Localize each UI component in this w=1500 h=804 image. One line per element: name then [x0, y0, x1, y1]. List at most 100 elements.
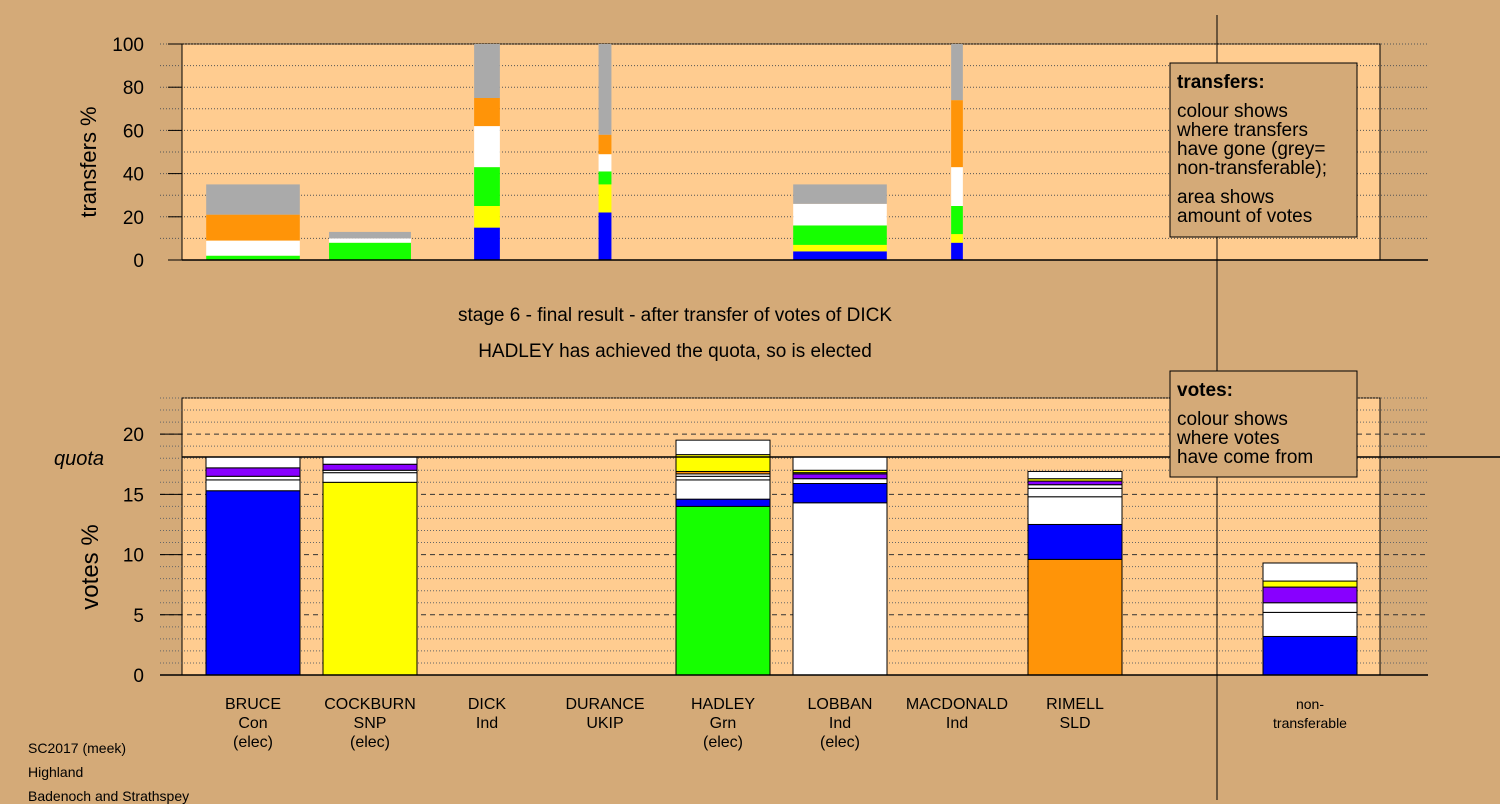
- vote-segment: [675, 505, 771, 676]
- candidate-name: HADLEY: [691, 696, 755, 713]
- vote-segment: [675, 498, 771, 507]
- candidate-party: Grn: [710, 715, 737, 732]
- y-tick-label: 20: [123, 208, 144, 229]
- quota-label: quota: [54, 448, 104, 470]
- y-tick-label: 80: [123, 78, 144, 99]
- y-tick-label: 5: [133, 606, 144, 627]
- transfer-segment: [206, 214, 300, 241]
- transfers-y-axis-label: transfers %: [76, 106, 101, 217]
- transfer-segment: [951, 100, 963, 168]
- vote-segment: [1027, 480, 1123, 486]
- transfer-segment: [206, 255, 300, 260]
- transfer-segment: [951, 242, 963, 260]
- vote-segment: [322, 472, 418, 483]
- candidate-labels: BRUCE Con (elec) COCKBURN SNP (elec) DICK Ind DU…: [225, 696, 1347, 751]
- vote-segment: [675, 439, 771, 456]
- y-tick-label: 15: [123, 485, 144, 506]
- transfer-segment: [793, 225, 887, 245]
- candidate-party: Ind: [829, 715, 851, 732]
- transfer-segment: [598, 154, 612, 172]
- vote-segment: [1262, 586, 1358, 604]
- transfer-segment: [474, 206, 500, 228]
- vote-segment: [1262, 611, 1358, 637]
- vote-segment: [1027, 484, 1123, 489]
- vote-segment: [205, 475, 301, 481]
- transfer-segment: [598, 44, 612, 135]
- votes-legend-line: colour shows: [1177, 409, 1288, 430]
- vote-segment: [1262, 602, 1358, 613]
- transfers-legend-line: area shows: [1177, 187, 1274, 208]
- vote-segment: [1262, 635, 1358, 676]
- vote-segment: [792, 456, 888, 471]
- transfer-segment: [598, 171, 612, 185]
- vote-segment: [792, 502, 888, 676]
- transfer-segment: [793, 251, 887, 260]
- vote-segment: [322, 463, 418, 471]
- vote-segment: [1262, 562, 1358, 582]
- transfers-bars: [206, 44, 963, 260]
- candidate-status: (elec): [350, 734, 390, 751]
- candidate-party: SLD: [1059, 715, 1090, 732]
- candidate-status: (elec): [703, 734, 743, 751]
- vote-segment: [792, 473, 888, 480]
- votes-bars: [205, 439, 1358, 676]
- y-tick-label: 40: [123, 165, 144, 186]
- candidate-name: BRUCE: [225, 696, 281, 713]
- candidate-party: Ind: [476, 715, 498, 732]
- status-heading: HADLEY has achieved the quota, so is ele…: [478, 341, 872, 362]
- transfers-legend-line: where transfers: [1176, 120, 1308, 141]
- candidate-status: (elec): [233, 734, 273, 751]
- footer-ward: Badenoch and Strathspey: [28, 788, 190, 804]
- transfer-segment: [793, 203, 887, 226]
- transfer-segment: [206, 184, 300, 215]
- transfers-y-axis: 0 20 40 60 80 100: [112, 35, 182, 272]
- vote-segment: [1027, 487, 1123, 498]
- vote-segment: [1027, 496, 1123, 525]
- candidate-name: DURANCE: [565, 696, 644, 713]
- transfers-legend-line: colour shows: [1177, 101, 1288, 122]
- footer-council: Highland: [28, 764, 84, 780]
- transfer-segment: [474, 126, 500, 168]
- candidate-status: (elec): [820, 734, 860, 751]
- y-tick-label: 100: [112, 35, 144, 56]
- vote-segment: [792, 478, 888, 485]
- transfer-segment: [598, 134, 612, 155]
- candidate-name: LOBBAN: [808, 696, 873, 713]
- y-tick-label: 0: [133, 251, 144, 272]
- transfers-legend-line: have gone (grey=: [1177, 139, 1325, 160]
- transfer-segment: [329, 242, 411, 260]
- votes-legend-line: have come from: [1177, 447, 1313, 468]
- vote-segment: [675, 479, 771, 500]
- y-tick-label: 60: [123, 121, 144, 142]
- transfer-segment: [793, 244, 887, 252]
- vote-segment: [792, 483, 888, 504]
- transfers-legend-box: [1169, 62, 1358, 238]
- transfer-segment: [793, 184, 887, 204]
- candidate-party: Ind: [946, 715, 968, 732]
- votes-legend-box: [1169, 370, 1358, 478]
- y-tick-label: 0: [133, 666, 144, 687]
- vote-segment: [322, 481, 418, 676]
- transfers-legend-line: amount of votes: [1177, 206, 1312, 227]
- transfer-segment: [206, 240, 300, 256]
- candidate-name: MACDONALD: [906, 696, 1008, 713]
- votes-y-axis-label: votes %: [77, 524, 104, 609]
- footer-method: SC2017 (meek): [28, 740, 127, 756]
- vote-segment: [1027, 470, 1123, 480]
- vote-segment: [205, 479, 301, 492]
- transfer-segment: [951, 44, 963, 101]
- transfer-segment: [474, 98, 500, 127]
- transfers-legend-title: transfers:: [1177, 72, 1265, 93]
- transfers-legend: transfers: colour shows where transfers …: [1169, 62, 1358, 238]
- transfer-segment: [474, 227, 500, 260]
- vote-segment: [205, 467, 301, 477]
- transfer-segment: [329, 231, 411, 239]
- vote-segment: [322, 456, 418, 465]
- candidate-party: transferable: [1273, 715, 1347, 731]
- votes-legend-line: where votes: [1176, 428, 1279, 449]
- vote-segment: [1262, 580, 1358, 588]
- transfer-segment: [598, 212, 612, 260]
- candidate-name: RIMELL: [1046, 696, 1104, 713]
- vote-segment: [1027, 558, 1123, 676]
